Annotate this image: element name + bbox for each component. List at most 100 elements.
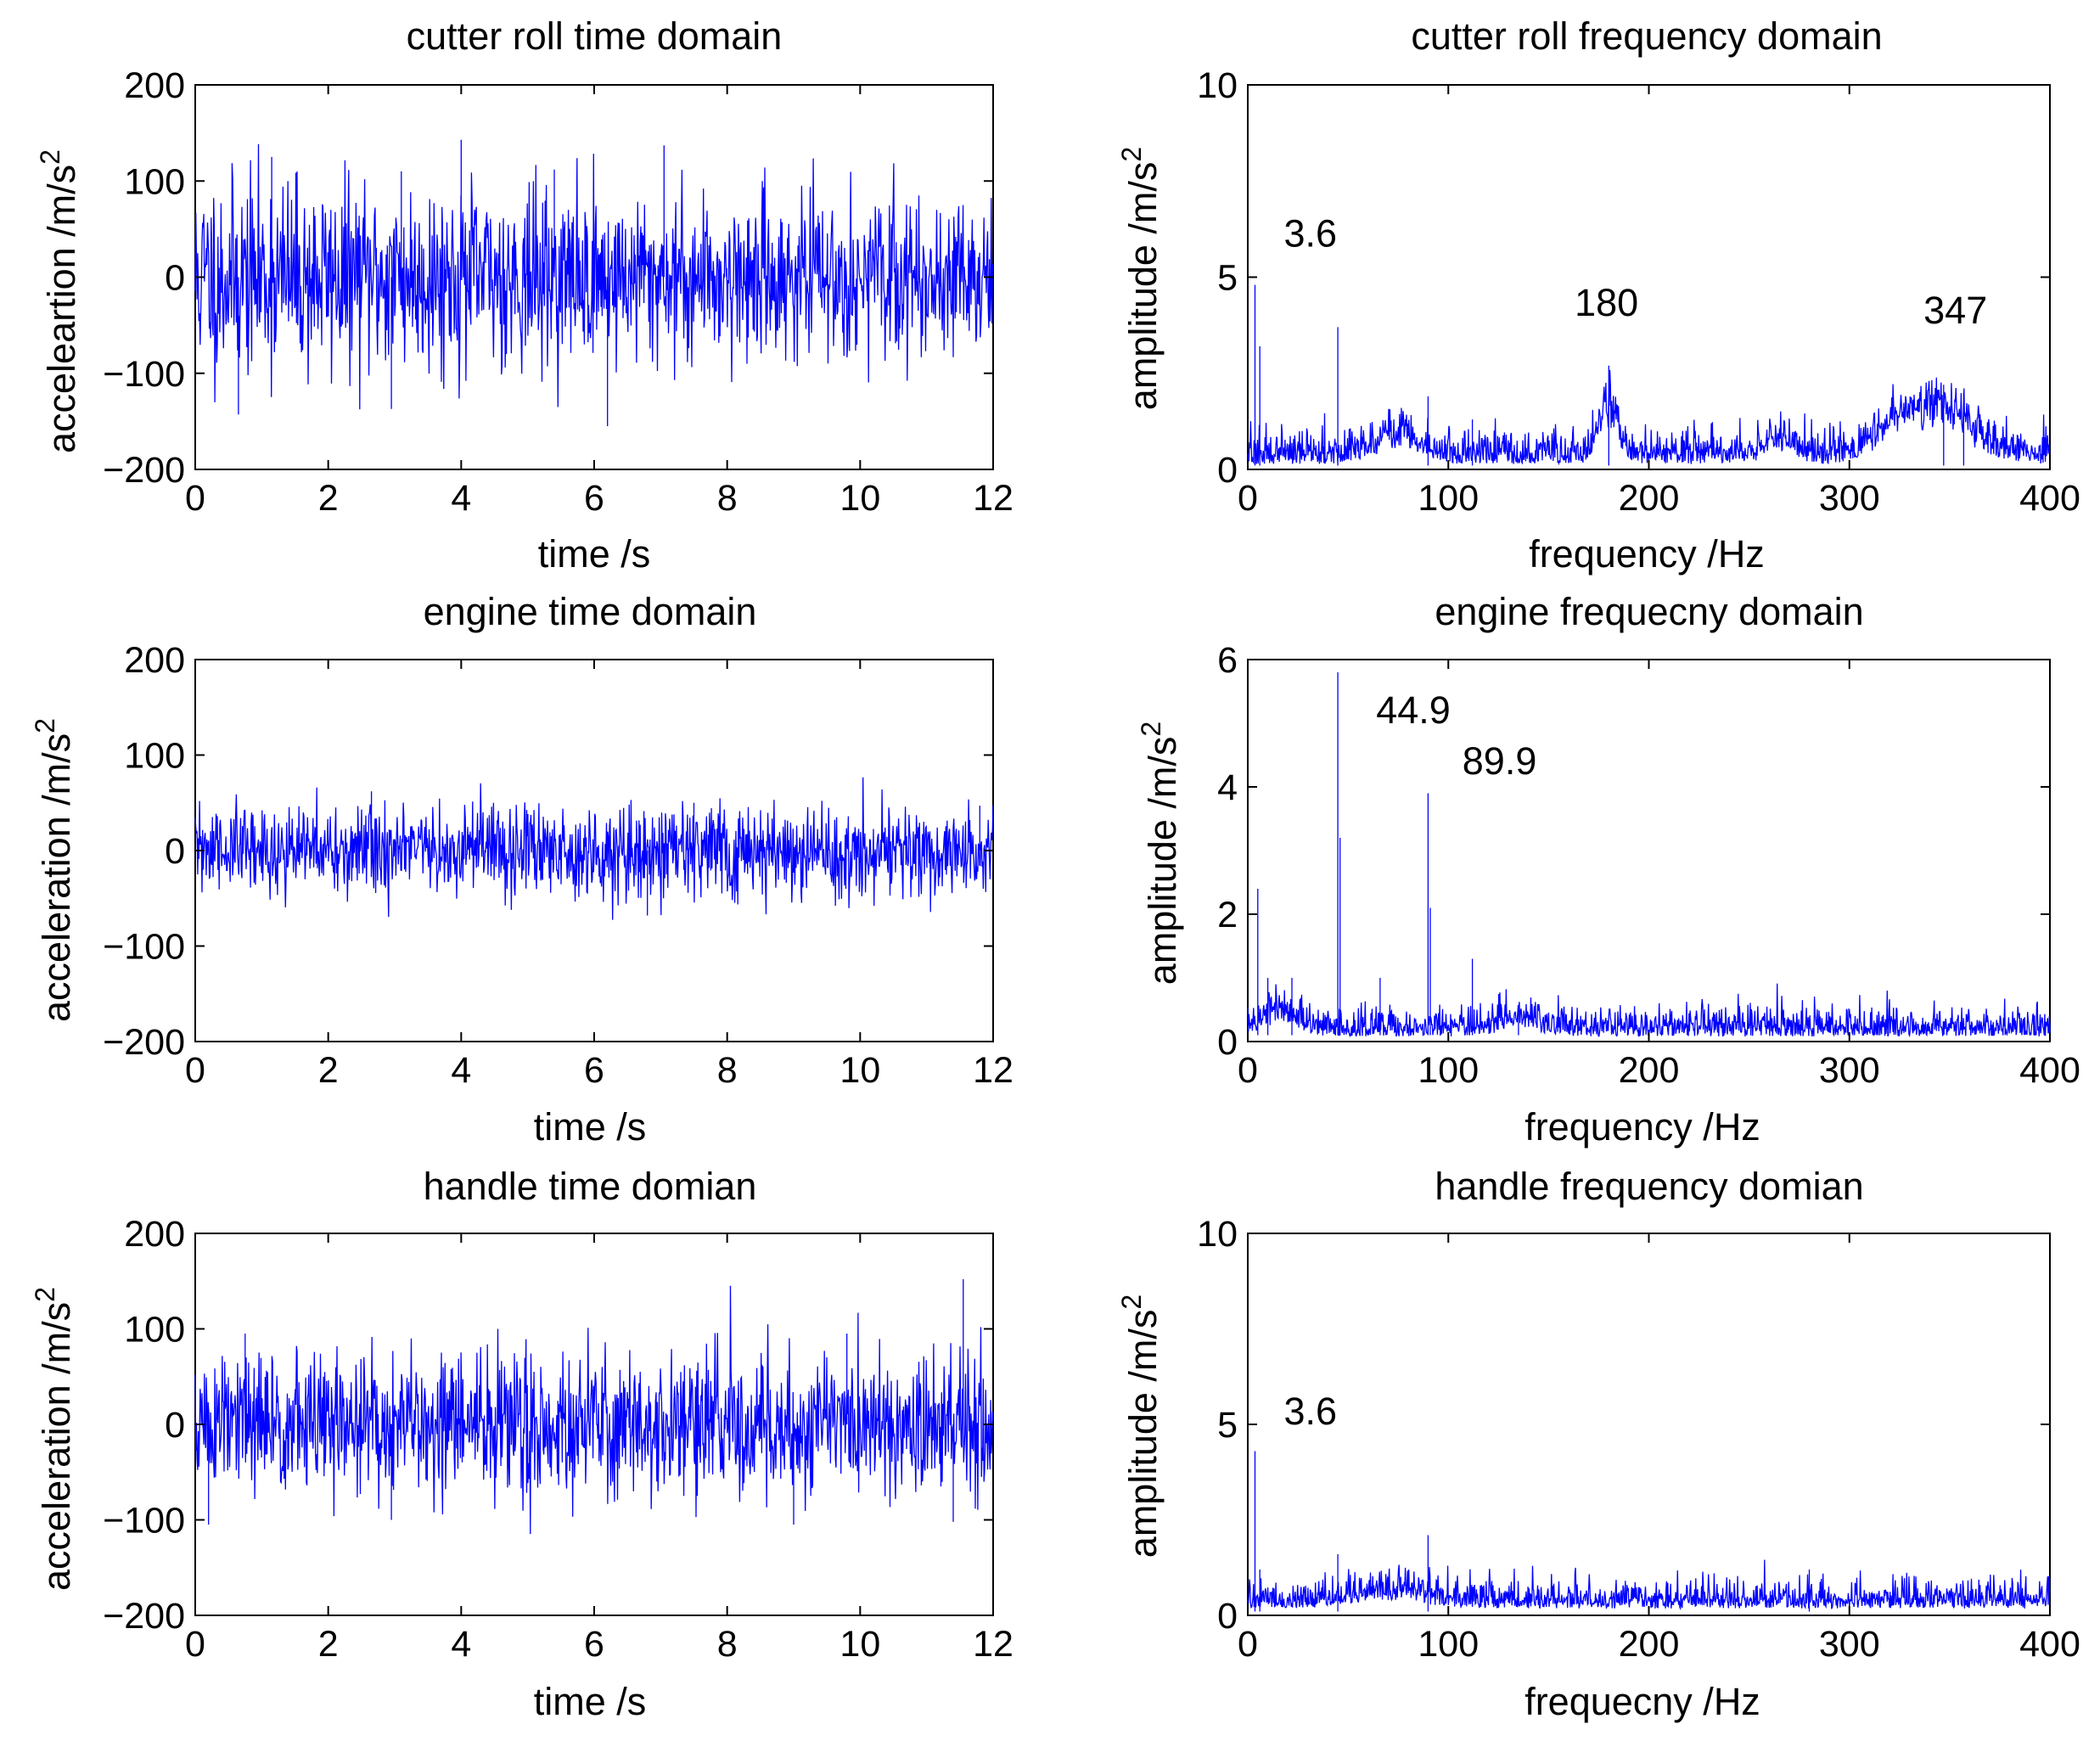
x-axis-label: time /s [534, 1680, 647, 1723]
plot-area: 0 2 4 6 8 10 12 −200 −100 0 100 200 [103, 65, 1014, 519]
x-tick-label: 12 [973, 1624, 1014, 1665]
y-axis-label-superscript: 2 [30, 718, 60, 733]
peak-annotation: 89.9 [1463, 739, 1537, 783]
y-axis-label: acceleration /m/s2 [30, 718, 78, 1022]
y-tick-label: 0 [165, 1405, 185, 1446]
x-tick-label: 6 [584, 1050, 604, 1091]
x-tick-label: 200 [1619, 1624, 1680, 1665]
x-axis-label: frequency /Hz [1524, 1105, 1760, 1148]
x-tick-label: 8 [717, 1050, 738, 1091]
axes-frame [1247, 659, 2051, 1042]
y-tick-label: 0 [165, 831, 185, 872]
series-line [194, 777, 994, 920]
x-tick-label: 0 [185, 1624, 205, 1665]
x-tick-label: 8 [717, 1624, 738, 1665]
x-tick-label: 100 [1418, 478, 1479, 519]
y-tick-label: −100 [103, 354, 185, 395]
x-tick-label: 200 [1619, 478, 1680, 519]
y-tick-label: −200 [103, 1596, 185, 1637]
peak-annotation: 180 [1575, 281, 1638, 324]
panel-handle-frequency: handle frequency domian 0 100 200 300 400 0 5 1… [1116, 1165, 2080, 1723]
x-tick-label: 2 [318, 1050, 339, 1091]
panel-cutter-roll-frequency: cutter roll frequency domain 0 100 200 300 4… [1116, 14, 2080, 576]
x-tick-label: 200 [1619, 1050, 1680, 1091]
series-line [194, 1279, 994, 1535]
x-tick-label: 400 [2019, 478, 2080, 519]
peak-annotation: 44.9 [1376, 688, 1451, 732]
y-axis-label-text: amplitude /m/s [1141, 737, 1184, 986]
x-axis-label: time /s [534, 1105, 647, 1148]
x-tick-label: 0 [1238, 1050, 1258, 1091]
y-axis-label: amplitude /m/s2 [1116, 1295, 1165, 1558]
x-tick-label: 100 [1418, 1624, 1479, 1665]
y-tick-label: 100 [124, 161, 185, 202]
chart-title: handle time domian [424, 1165, 757, 1208]
y-tick-label: 10 [1197, 65, 1238, 106]
x-tick-label: 10 [839, 478, 880, 519]
y-tick-label: 200 [124, 1214, 185, 1255]
series-line [1247, 1451, 2051, 1612]
x-tick-label: 0 [1238, 478, 1258, 519]
y-tick-label: 4 [1217, 767, 1238, 808]
y-tick-label: −100 [103, 927, 185, 968]
peak-annotation: 3.6 [1284, 211, 1338, 255]
x-axis-label: frequecny /Hz [1524, 1680, 1760, 1723]
plot-area: 0 100 200 300 400 0 5 10 3.6 180 347 [1197, 65, 2080, 519]
y-tick-label: 100 [124, 736, 185, 777]
x-tick-label: 6 [584, 1624, 604, 1665]
y-tick-label: 0 [1217, 1596, 1238, 1637]
x-axis-label: time /s [538, 532, 651, 576]
x-tick-label: 100 [1418, 1050, 1479, 1091]
panel-engine-time: engine time domain 0 2 4 6 8 10 12 −200 −100 0 100… [30, 590, 1014, 1148]
x-tick-label: 0 [185, 478, 205, 519]
y-tick-label: 6 [1217, 640, 1238, 681]
x-tick-label: 8 [717, 478, 738, 519]
y-axis-label-superscript: 2 [1136, 722, 1166, 737]
y-axis-label-superscript: 2 [1116, 1295, 1147, 1310]
x-tick-label: 4 [451, 478, 471, 519]
x-tick-label: 300 [1819, 1624, 1880, 1665]
chart-title: engine time domain [424, 590, 757, 633]
y-tick-label: 200 [124, 640, 185, 681]
x-tick-label: 10 [839, 1050, 880, 1091]
y-axis-label-text: acceleration /m/s [35, 1302, 78, 1591]
x-tick-label: 0 [185, 1050, 205, 1091]
x-tick-label: 4 [451, 1050, 471, 1091]
y-axis-label-text: acceleration /m/s [35, 733, 78, 1022]
x-axis-label: frequency /Hz [1529, 532, 1765, 576]
series-line [1247, 672, 2051, 1038]
y-axis-label-superscript: 2 [1116, 147, 1147, 162]
y-axis-label-text: accelear­tion /m/s [40, 165, 83, 453]
x-tick-label: 400 [2019, 1050, 2080, 1091]
axes-frame [1247, 1233, 2051, 1616]
y-tick-label: 0 [1217, 1022, 1238, 1063]
plot-area: 0 100 200 300 400 0 2 4 6 44.9 89.9 [1217, 640, 2080, 1091]
plot-area: 0 2 4 6 8 10 12 −200 −100 0 100 200 [103, 1214, 1014, 1665]
y-axis-label: amplitude /m/s2 [1136, 722, 1184, 985]
panel-engine-frequency: engine frequecny domain 0 100 200 300 400 0 2 4… [1136, 590, 2080, 1148]
panel-cutter-roll-time: cutter roll time domain 0 2 4 6 8 10 12 −200 −10… [35, 14, 1014, 576]
y-axis-label-superscript: 2 [35, 149, 65, 165]
y-tick-label: 2 [1217, 895, 1238, 935]
x-tick-label: 300 [1819, 478, 1880, 519]
panel-handle-time: handle time domian 0 2 4 6 8 10 12 −200 −100 0 100… [30, 1165, 1014, 1723]
y-tick-label: 5 [1217, 258, 1238, 299]
y-tick-label: 5 [1217, 1405, 1238, 1446]
chart-title: cutter roll frequency domain [1411, 14, 1882, 58]
y-axis-label: accelear­tion /m/s2 [35, 149, 83, 453]
peak-annotation: 3.6 [1284, 1390, 1338, 1433]
y-axis-label: acceleration /m/s2 [30, 1287, 78, 1591]
plot-area: 0 2 4 6 8 10 12 −200 −100 0 100 200 [103, 640, 1014, 1091]
x-tick-label: 2 [318, 478, 339, 519]
y-axis-label-text: amplitude /m/s [1121, 1310, 1165, 1558]
series-line [194, 139, 994, 426]
peak-annotation: 347 [1923, 289, 1987, 332]
chart-title: engine frequecny domain [1435, 590, 1863, 633]
x-tick-label: 10 [839, 1624, 880, 1665]
y-tick-label: −200 [103, 450, 185, 491]
x-tick-label: 12 [973, 1050, 1014, 1091]
x-tick-label: 0 [1238, 1624, 1258, 1665]
y-tick-label: 0 [165, 258, 185, 299]
y-tick-label: −200 [103, 1022, 185, 1063]
